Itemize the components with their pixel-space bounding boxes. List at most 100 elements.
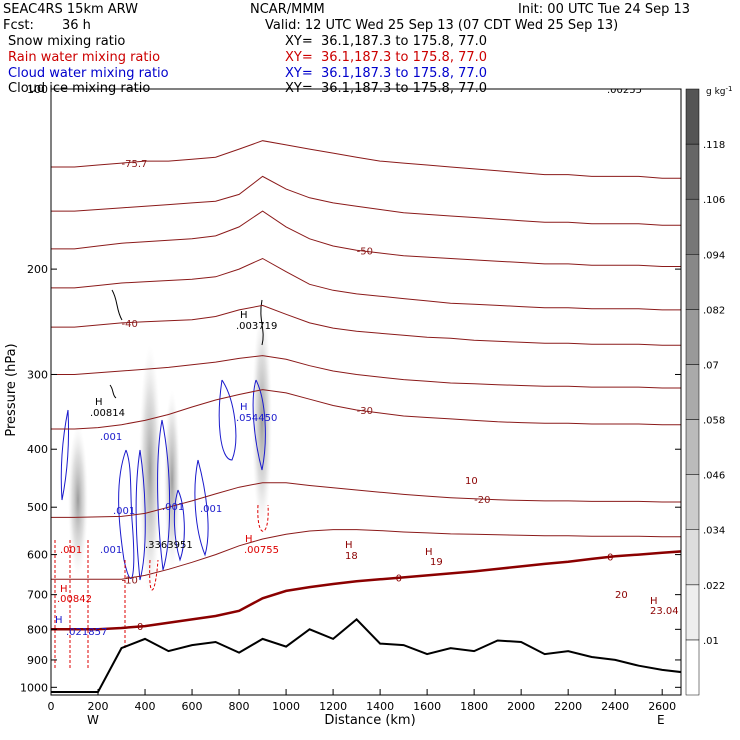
svg-text:H: H bbox=[425, 547, 433, 558]
isotherm-label: -75.7 bbox=[122, 159, 148, 170]
zero-isotherm-label: 0 bbox=[607, 552, 613, 563]
x-tick-label: 2400 bbox=[601, 700, 629, 713]
colorbar-segment bbox=[685, 364, 700, 420]
svg-text:.001: .001 bbox=[100, 545, 122, 556]
svg-text:.00255: .00255 bbox=[607, 85, 642, 96]
svg-text:.003719: .003719 bbox=[236, 321, 277, 332]
svg-text:23.04: 23.04 bbox=[650, 606, 679, 617]
colorbar-tick-label: .07 bbox=[703, 360, 719, 371]
svg-text:.3363951: .3363951 bbox=[145, 540, 193, 551]
svg-text:H: H bbox=[95, 397, 103, 408]
y-tick-label: 1000 bbox=[20, 681, 48, 694]
svg-text:10: 10 bbox=[465, 476, 478, 487]
isotherm-line bbox=[51, 175, 681, 226]
x-tick-label: 1600 bbox=[413, 700, 441, 713]
svg-text:.00842: .00842 bbox=[57, 594, 92, 605]
colorbar-tick-label: .094 bbox=[703, 250, 725, 261]
temperature-contours bbox=[51, 140, 681, 580]
colorbar-tick-label: .118 bbox=[703, 140, 725, 151]
snow-contours bbox=[109, 289, 264, 399]
colorbar-segment bbox=[685, 88, 700, 145]
svg-text:.00814: .00814 bbox=[90, 408, 125, 419]
svg-text:.001: .001 bbox=[200, 504, 222, 515]
svg-text:.001: .001 bbox=[113, 506, 135, 517]
svg-text:H: H bbox=[345, 540, 353, 551]
y-tick-label: 300 bbox=[27, 368, 48, 381]
y-tick-label: 500 bbox=[27, 501, 48, 514]
svg-text:19: 19 bbox=[430, 557, 443, 568]
svg-text:.001: .001 bbox=[60, 545, 82, 556]
y-tick-label: 200 bbox=[27, 263, 48, 276]
x-tick-label: 1800 bbox=[460, 700, 488, 713]
svg-text:.001: .001 bbox=[100, 432, 122, 443]
x-tick-label: 2200 bbox=[554, 700, 582, 713]
valid-time: Valid: 12 UTC Wed 25 Sep 13 (07 CDT Wed … bbox=[265, 18, 619, 33]
y-tick-label: 100 bbox=[27, 83, 48, 96]
isotherm-line bbox=[51, 210, 681, 267]
colorbar-unit-exponent: -1 bbox=[726, 85, 733, 93]
colorbar-unit: g kg-1 bbox=[706, 85, 732, 97]
colorbar-unit-text: g kg bbox=[706, 87, 726, 97]
x-tick-label: 2600 bbox=[648, 700, 676, 713]
colorbar-tick-label: .046 bbox=[703, 471, 725, 482]
isotherm-line bbox=[51, 389, 681, 430]
svg-text:H: H bbox=[240, 310, 248, 321]
isotherm-line bbox=[51, 257, 681, 311]
fcst-label: Fcst: bbox=[3, 18, 34, 33]
model-title: SEAC4RS 15km ARW bbox=[3, 2, 139, 17]
init-time: Init: 00 UTC Tue 24 Sep 13 bbox=[518, 2, 691, 17]
terrain-line bbox=[51, 618, 681, 693]
svg-text:H: H bbox=[60, 584, 68, 595]
colorbar-segment bbox=[685, 529, 700, 586]
plot-frame bbox=[50, 88, 682, 696]
field-label-cloud-water: Cloud water mixing ratio bbox=[8, 66, 169, 81]
contour-labels: -75.7 -50 -40 -30 -20 -10 0 0 0 bbox=[122, 159, 614, 633]
field-label-rain: Rain water mixing ratio bbox=[8, 50, 161, 65]
x-tick-label: 800 bbox=[229, 700, 250, 713]
y-axis-label: Pressure (hPa) bbox=[4, 343, 19, 436]
y-tick-label: 900 bbox=[27, 654, 48, 667]
isotherm-label: -30 bbox=[357, 406, 373, 417]
isotherm-label: -50 bbox=[357, 246, 373, 257]
isotherm-line bbox=[51, 140, 681, 179]
isotherm-line bbox=[51, 529, 681, 580]
colorbar-segment bbox=[685, 584, 700, 641]
field-xy-rain: XY= 36.1,187.3 to 175.8, 77.0 bbox=[285, 50, 488, 65]
y-tick-label: 700 bbox=[27, 589, 48, 602]
colorbar-tick-label: .022 bbox=[703, 581, 725, 592]
zero-isotherm-line bbox=[51, 550, 681, 631]
x-tick-label: 1400 bbox=[366, 700, 394, 713]
colorbar-tick-label: .106 bbox=[703, 195, 725, 206]
field-xy-cloud-water: XY= 36.1,187.3 to 175.8, 77.0 bbox=[285, 66, 488, 81]
colorbar-segment bbox=[685, 143, 700, 200]
x-tick-label: 200 bbox=[88, 700, 109, 713]
x-tick-label: 2000 bbox=[507, 700, 535, 713]
isotherm-line bbox=[51, 304, 681, 346]
x-end-label-west: W bbox=[87, 713, 99, 727]
mixing-ratio-shading bbox=[68, 310, 272, 595]
x-tick-label: 0 bbox=[48, 700, 55, 713]
y-tick-label: 800 bbox=[27, 623, 48, 636]
rain-water-contours bbox=[54, 504, 269, 670]
field-label-snow: Snow mixing ratio bbox=[8, 34, 126, 49]
isotherm-line bbox=[51, 355, 681, 389]
max-markers: H .00814 .001 H .054450 H .003719 .001 .… bbox=[55, 85, 679, 638]
svg-text:.00755: .00755 bbox=[244, 545, 279, 556]
colorbar-segment bbox=[685, 309, 700, 365]
x-end-label-east: E bbox=[657, 713, 665, 727]
colorbar-segment bbox=[685, 254, 700, 310]
isotherm-label: -20 bbox=[474, 495, 490, 506]
field-xy-snow: XY= 36.1,187.3 to 175.8, 77.0 bbox=[285, 34, 488, 49]
fcst-value: 36 h bbox=[62, 18, 91, 33]
svg-text:H: H bbox=[245, 534, 253, 545]
colorbar: .01 .022 .034 .046 .058 .07 .082 .094 .106 .118 bbox=[685, 88, 725, 696]
zero-isotherm-label: 0 bbox=[396, 573, 402, 584]
svg-text:H: H bbox=[240, 402, 248, 413]
y-tick-label: 400 bbox=[27, 443, 48, 456]
zero-isotherm-label: 0 bbox=[137, 622, 143, 633]
svg-text:18: 18 bbox=[345, 551, 358, 562]
colorbar-segment bbox=[685, 198, 700, 255]
svg-text:H: H bbox=[55, 615, 63, 626]
